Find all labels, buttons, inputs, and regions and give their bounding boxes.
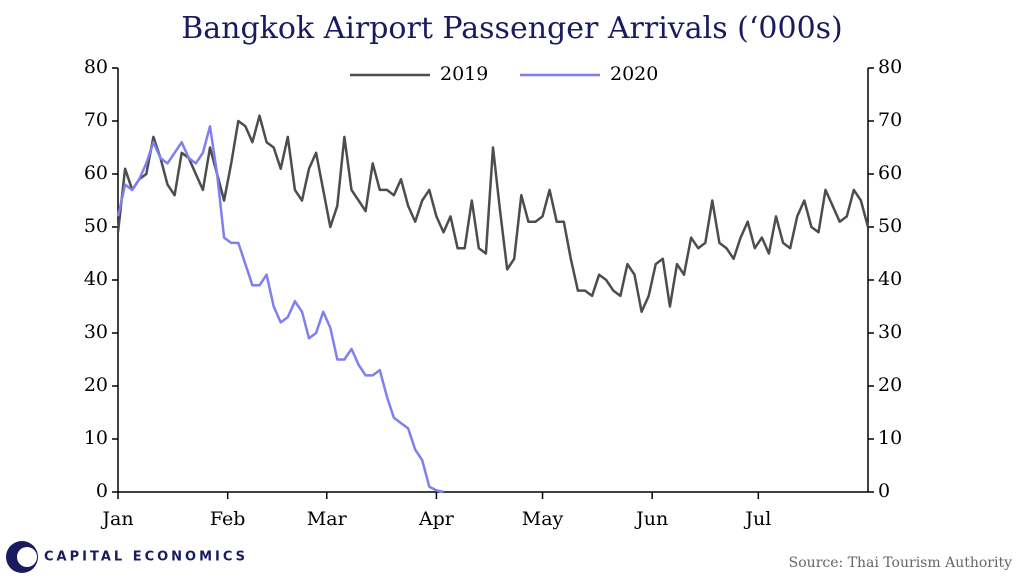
legend-label: 2019 xyxy=(440,63,488,85)
y2-tick-label: 70 xyxy=(878,109,902,131)
source: Source: Thai Tourism Authority xyxy=(789,555,1012,571)
line-series xyxy=(116,114,870,314)
y2-tick-label: 50 xyxy=(878,215,902,237)
x-tick-label: Mar xyxy=(307,508,348,530)
y-tick-label: 40 xyxy=(84,268,108,290)
x-tick-label: Feb xyxy=(210,508,246,530)
y2-tick-label: 60 xyxy=(878,162,902,184)
y2-tick-label: 0 xyxy=(878,480,890,502)
y-tick-label: 10 xyxy=(84,427,108,449)
x-tick-label: Jul xyxy=(743,508,771,530)
y-tick-label: 0 xyxy=(96,480,108,502)
x-tick-label: Jun xyxy=(634,508,668,530)
y2-tick-label: 80 xyxy=(878,56,902,78)
y-tick-label: 50 xyxy=(84,215,108,237)
y-tick-label: 70 xyxy=(84,109,108,131)
y-tick-label: 30 xyxy=(84,321,108,343)
x-tick-label: Jan xyxy=(100,508,133,530)
legend-label: 2020 xyxy=(610,63,658,85)
x-tick-label: May xyxy=(522,508,564,530)
line-series xyxy=(116,125,444,494)
brand: CAPITAL ECONOMICS xyxy=(44,550,248,565)
y-tick-label: 60 xyxy=(84,162,108,184)
y2-tick-label: 20 xyxy=(878,374,902,396)
y-tick-label: 20 xyxy=(84,374,108,396)
logo-inner xyxy=(17,547,37,567)
y2-tick-label: 30 xyxy=(878,321,902,343)
chart-title: Bangkok Airport Passenger Arrivals (‘000… xyxy=(181,11,843,46)
logo: CAPITAL ECONOMICS xyxy=(6,541,248,573)
y2-tick-label: 40 xyxy=(878,268,902,290)
y-tick-label: 80 xyxy=(84,56,108,78)
y2-tick-label: 10 xyxy=(878,427,902,449)
x-tick-label: Apr xyxy=(418,508,455,530)
